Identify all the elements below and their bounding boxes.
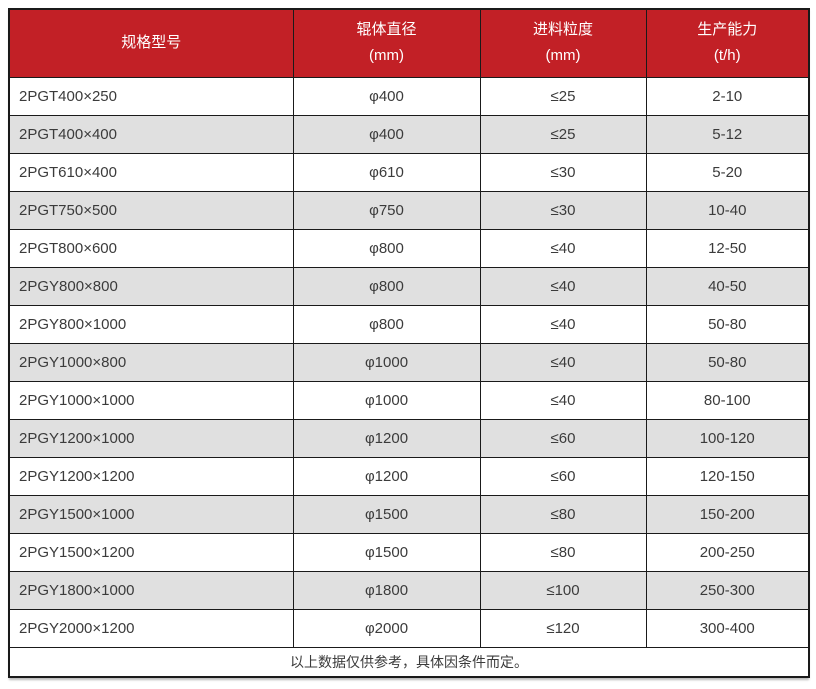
spec-table: 规格型号 辊体直径 (mm) 进料粒度 (mm) 生产能力 (t/h) 2PGT… (8, 8, 810, 678)
capacity-cell: 2-10 (645, 76, 810, 116)
header-feed-size: 进料粒度 (mm) (479, 8, 647, 78)
capacity-cell: 40-50 (645, 266, 810, 306)
table-row: 2PGY1000×800 φ1000 ≤40 50-80 (8, 342, 810, 382)
footer-note: 以上数据仅供参考，具体因条件而定。 (8, 646, 810, 678)
model-cell: 2PGT400×400 (8, 114, 294, 154)
diameter-cell: φ1200 (292, 418, 481, 458)
diameter-cell: φ400 (292, 76, 481, 116)
capacity-cell: 50-80 (645, 342, 810, 382)
diameter-cell: φ1000 (292, 342, 481, 382)
header-capacity: 生产能力 (t/h) (645, 8, 810, 78)
capacity-cell: 5-20 (645, 152, 810, 192)
table-row: 2PGY1000×1000 φ1000 ≤40 80-100 (8, 380, 810, 420)
model-cell: 2PGY1800×1000 (8, 570, 294, 610)
diameter-cell: φ610 (292, 152, 481, 192)
feed-size-cell: ≤25 (479, 76, 647, 116)
feed-size-cell: ≤40 (479, 342, 647, 382)
capacity-cell: 80-100 (645, 380, 810, 420)
header-feed-size-label: 进料粒度 (532, 21, 593, 39)
header-capacity-unit: (t/h) (713, 47, 741, 65)
model-cell: 2PGT610×400 (8, 152, 294, 192)
table-row: 2PGT800×600 φ800 ≤40 12-50 (8, 228, 810, 268)
table-row: 2PGY1200×1000 φ1200 ≤60 100-120 (8, 418, 810, 458)
feed-size-cell: ≤60 (479, 418, 647, 458)
model-cell: 2PGT400×250 (8, 76, 294, 116)
capacity-cell: 12-50 (645, 228, 810, 268)
model-cell: 2PGY1500×1000 (8, 494, 294, 534)
diameter-cell: φ800 (292, 228, 481, 268)
diameter-cell: φ800 (292, 304, 481, 344)
table-row: 2PGY800×1000 φ800 ≤40 50-80 (8, 304, 810, 344)
feed-size-cell: ≤40 (479, 228, 647, 268)
table-row: 2PGY1800×1000 φ1800 ≤100 250-300 (8, 570, 810, 610)
feed-size-cell: ≤80 (479, 532, 647, 572)
diameter-cell: φ1200 (292, 456, 481, 496)
footer-row: 以上数据仅供参考，具体因条件而定。 (8, 646, 810, 678)
capacity-cell: 5-12 (645, 114, 810, 154)
model-cell: 2PGY800×1000 (8, 304, 294, 344)
header-diameter-label: 辊体直径 (356, 21, 417, 39)
table-footer: 以上数据仅供参考，具体因条件而定。 (8, 646, 810, 678)
table-row: 2PGY2000×1200 φ2000 ≤120 300-400 (8, 608, 810, 648)
table-body: 2PGT400×250 φ400 ≤25 2-10 2PGT400×400 φ400 ≤25… (8, 76, 810, 648)
header-diameter: 辊体直径 (mm) (292, 8, 481, 78)
model-cell: 2PGT750×500 (8, 190, 294, 230)
feed-size-cell: ≤25 (479, 114, 647, 154)
feed-size-cell: ≤40 (479, 304, 647, 344)
table-row: 2PGY1200×1200 φ1200 ≤60 120-150 (8, 456, 810, 496)
feed-size-cell: ≤60 (479, 456, 647, 496)
capacity-cell: 120-150 (645, 456, 810, 496)
capacity-cell: 100-120 (645, 418, 810, 458)
feed-size-cell: ≤40 (479, 380, 647, 420)
model-cell: 2PGY1000×1000 (8, 380, 294, 420)
table-row: 2PGT610×400 φ610 ≤30 5-20 (8, 152, 810, 192)
header-feed-size-unit: (mm) (545, 47, 581, 65)
feed-size-cell: ≤120 (479, 608, 647, 648)
feed-size-cell: ≤80 (479, 494, 647, 534)
model-cell: 2PGT800×600 (8, 228, 294, 268)
model-cell: 2PGY800×800 (8, 266, 294, 306)
feed-size-cell: ≤40 (479, 266, 647, 306)
capacity-cell: 150-200 (645, 494, 810, 534)
spec-table-container: 规格型号 辊体直径 (mm) 进料粒度 (mm) 生产能力 (t/h) 2PGT… (8, 8, 810, 678)
diameter-cell: φ1000 (292, 380, 481, 420)
diameter-cell: φ800 (292, 266, 481, 306)
model-cell: 2PGY1200×1000 (8, 418, 294, 458)
model-cell: 2PGY2000×1200 (8, 608, 294, 648)
table-row: 2PGT750×500 φ750 ≤30 10-40 (8, 190, 810, 230)
model-cell: 2PGY1500×1200 (8, 532, 294, 572)
feed-size-cell: ≤100 (479, 570, 647, 610)
diameter-cell: φ400 (292, 114, 481, 154)
feed-size-cell: ≤30 (479, 152, 647, 192)
model-cell: 2PGY1200×1200 (8, 456, 294, 496)
header-model: 规格型号 (8, 8, 294, 78)
table-row: 2PGT400×250 φ400 ≤25 2-10 (8, 76, 810, 116)
diameter-cell: φ750 (292, 190, 481, 230)
table-header: 规格型号 辊体直径 (mm) 进料粒度 (mm) 生产能力 (t/h) (8, 8, 810, 78)
header-diameter-unit: (mm) (369, 47, 404, 65)
table-row: 2PGY800×800 φ800 ≤40 40-50 (8, 266, 810, 306)
diameter-cell: φ1500 (292, 494, 481, 534)
table-row: 2PGY1500×1200 φ1500 ≤80 200-250 (8, 532, 810, 572)
diameter-cell: φ2000 (292, 608, 481, 648)
capacity-cell: 300-400 (645, 608, 810, 648)
diameter-cell: φ1800 (292, 570, 481, 610)
model-cell: 2PGY1000×800 (8, 342, 294, 382)
capacity-cell: 200-250 (645, 532, 810, 572)
table-row: 2PGT400×400 φ400 ≤25 5-12 (8, 114, 810, 154)
feed-size-cell: ≤30 (479, 190, 647, 230)
diameter-cell: φ1500 (292, 532, 481, 572)
capacity-cell: 250-300 (645, 570, 810, 610)
table-row: 2PGY1500×1000 φ1500 ≤80 150-200 (8, 494, 810, 534)
header-capacity-label: 生产能力 (697, 21, 758, 39)
capacity-cell: 10-40 (645, 190, 810, 230)
capacity-cell: 50-80 (645, 304, 810, 344)
header-row: 规格型号 辊体直径 (mm) 进料粒度 (mm) 生产能力 (t/h) (8, 8, 810, 78)
header-model-label: 规格型号 (121, 34, 182, 52)
